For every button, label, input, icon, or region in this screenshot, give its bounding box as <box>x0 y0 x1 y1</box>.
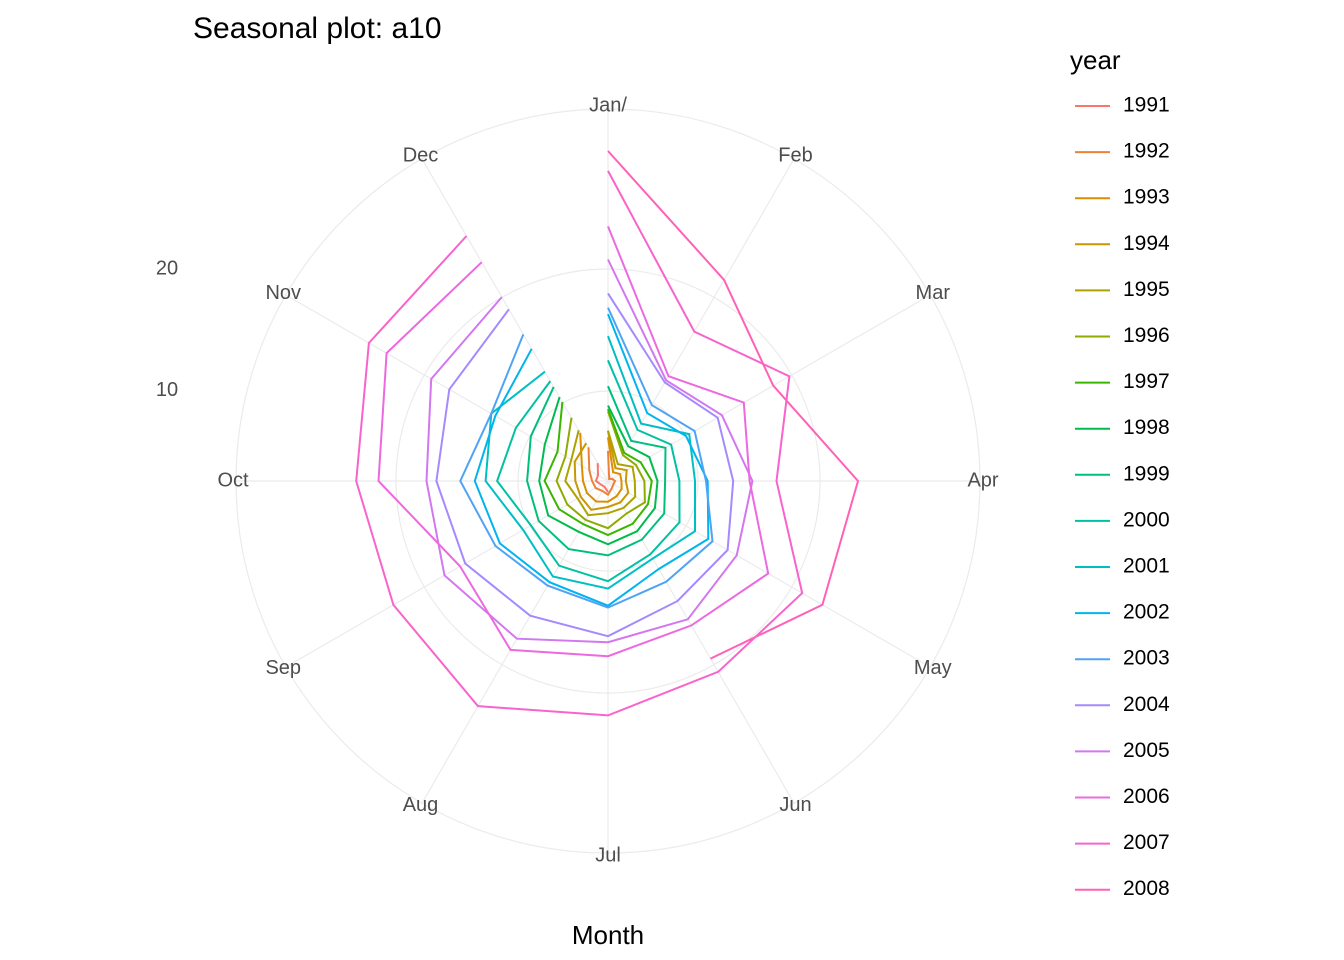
y-tick-label: 10 <box>156 379 178 401</box>
series-line <box>587 447 617 497</box>
x-tick-label: Jun <box>779 794 811 816</box>
x-tick-label: Jan/ <box>589 94 627 116</box>
grid-spoke <box>607 294 931 482</box>
x-tick-label: Dec <box>403 145 439 167</box>
legend-label: 2000 <box>1123 508 1170 531</box>
grid-spoke <box>421 480 609 804</box>
grid-spoke <box>607 480 795 804</box>
legend-label: 2003 <box>1123 647 1170 670</box>
series-line <box>538 396 659 546</box>
x-tick-label: May <box>914 657 952 679</box>
series-line <box>526 385 667 557</box>
x-tick-label: Nov <box>265 282 301 304</box>
legend-title: year <box>1070 45 1121 75</box>
legend-label: 1994 <box>1123 232 1170 255</box>
y-tick-label: 20 <box>156 257 178 279</box>
series-line <box>594 463 609 493</box>
series-line <box>495 359 681 583</box>
legend-label: 2008 <box>1123 877 1170 900</box>
x-tick-label: Feb <box>778 145 812 167</box>
chart-title: Seasonal plot: a10 <box>193 12 442 45</box>
x-tick-label: Aug <box>403 794 439 816</box>
series-line <box>607 150 860 660</box>
legend-label: 2001 <box>1123 555 1170 578</box>
series-line <box>425 259 754 644</box>
series-line <box>355 170 804 717</box>
legend-label: 2007 <box>1123 831 1170 854</box>
series-line <box>543 401 653 537</box>
legend-label: 1999 <box>1123 462 1170 485</box>
legend-label: 2005 <box>1123 739 1170 762</box>
legend-label: 1992 <box>1123 140 1170 163</box>
legend-label: 1997 <box>1123 370 1170 393</box>
series-line <box>564 430 637 517</box>
grid-spoke <box>285 294 609 482</box>
grid-spoke <box>285 480 609 668</box>
legend-label: 1993 <box>1123 186 1170 209</box>
legend-label: 2002 <box>1123 601 1170 624</box>
x-tick-label: Sep <box>265 657 301 679</box>
legend-label: 1996 <box>1123 324 1170 347</box>
legend-label: 2006 <box>1123 785 1170 808</box>
x-tick-label: Oct <box>217 469 249 491</box>
legend-label: 1995 <box>1123 278 1170 301</box>
series-line <box>579 432 623 503</box>
series-line <box>377 226 770 658</box>
series-line <box>435 292 735 638</box>
series-line <box>573 430 630 511</box>
x-tick-label: Jul <box>595 844 621 866</box>
x-tick-label: Apr <box>967 469 998 491</box>
x-axis-label: Month <box>572 920 644 950</box>
series-line <box>473 313 710 607</box>
x-tick-label: Mar <box>916 282 951 304</box>
series-line <box>555 410 646 530</box>
legend-label: 1991 <box>1123 94 1170 117</box>
legend-label: 1998 <box>1123 416 1170 439</box>
grid-spoke <box>421 158 609 482</box>
legend-label: 2004 <box>1123 693 1170 716</box>
grid-spoke <box>607 158 795 482</box>
series-line <box>459 307 714 609</box>
